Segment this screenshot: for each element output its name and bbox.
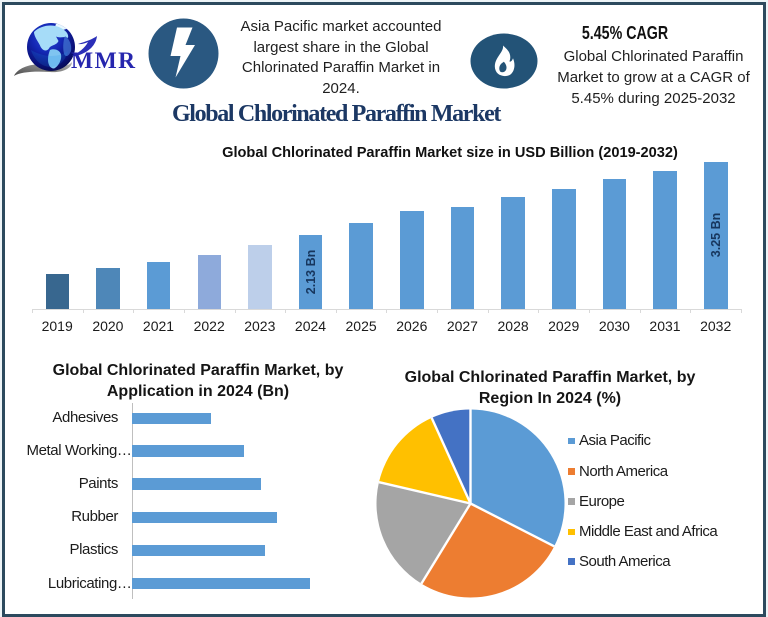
svg-text:MMR: MMR: [71, 48, 137, 74]
